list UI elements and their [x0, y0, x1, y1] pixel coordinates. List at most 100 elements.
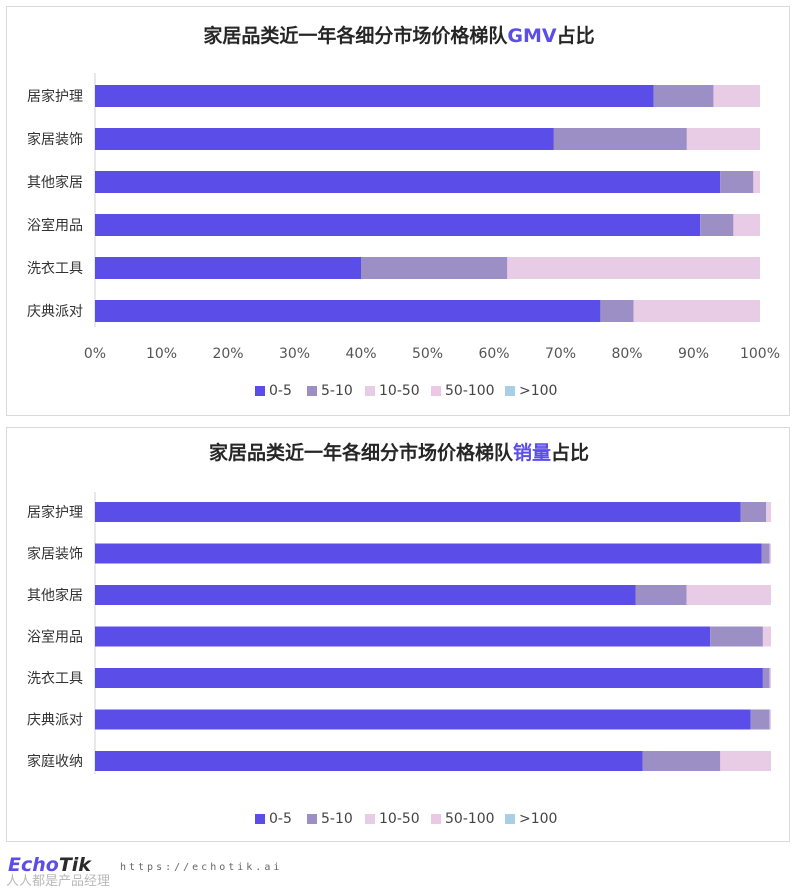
bar-segment-10-50 — [766, 502, 771, 522]
x-tick-label: 30% — [279, 346, 310, 362]
chart-title-highlight: GMV — [507, 25, 557, 47]
bar-segment-5-10 — [361, 257, 508, 279]
bar-segment-10-50 — [507, 257, 760, 279]
bar-segment-5-10 — [720, 171, 754, 193]
x-tick-label: 100% — [740, 346, 780, 362]
chart-title-suffix: 占比 — [557, 24, 595, 47]
legend-label: 5-10 — [321, 811, 353, 827]
legend-label: 10-50 — [379, 383, 420, 399]
category-label: 家居装饰 — [27, 546, 83, 563]
bar-segment-10-50 — [686, 585, 771, 605]
legend-swatch — [307, 814, 317, 824]
bar-segment-0-5 — [95, 502, 741, 522]
legend-label: 50-100 — [445, 383, 495, 399]
sales-volume-chart: 家居品类近一年各细分市场价格梯队销量占比居家护理家居装饰其他家居浴室用品洗衣工具… — [27, 441, 771, 827]
category-label: 居家护理 — [27, 504, 83, 521]
category-label: 浴室用品 — [27, 217, 83, 234]
category-label: 其他家居 — [27, 587, 83, 604]
bar-segment-10-50 — [713, 85, 760, 107]
legend-label: 0-5 — [269, 811, 292, 827]
category-label: 庆典派对 — [27, 713, 83, 729]
bar-segment-5-10 — [700, 214, 734, 236]
bar-segment-10-50 — [686, 128, 760, 150]
chart-title: 家居品类近一年各细分市场价格梯队GMV占比 — [203, 24, 594, 47]
bar-segment-0-5 — [95, 85, 654, 107]
bar-segment-10-50 — [720, 751, 771, 771]
bar-segment-5-10 — [653, 85, 714, 107]
chart-title: 家居品类近一年各细分市场价格梯队销量占比 — [209, 441, 589, 464]
x-tick-label: 60% — [478, 346, 509, 362]
category-label: 居家护理 — [27, 88, 83, 105]
bar-segment-0-5 — [95, 543, 762, 564]
legend-label: >100 — [519, 811, 557, 827]
category-label: 洗衣工具 — [27, 261, 83, 277]
x-tick-label: 50% — [412, 346, 443, 362]
bar-segment-5-10 — [635, 585, 687, 605]
bar-segment-5-10 — [761, 543, 770, 564]
bar-segment-0-5 — [95, 128, 554, 150]
bar-segment-0-5 — [95, 300, 601, 322]
bar-segment-0-5 — [95, 626, 711, 647]
echotik-logo: EchoTik — [8, 854, 91, 876]
bar-segment-0-5 — [95, 668, 763, 688]
logo-brand: Echo — [8, 854, 59, 876]
bar-segment-10-50 — [769, 543, 771, 564]
legend-swatch — [365, 386, 375, 396]
footer-url: https://echotik.ai — [120, 862, 283, 873]
x-tick-label: 90% — [678, 346, 709, 362]
legend-swatch — [431, 386, 441, 396]
chart-title-suffix: 占比 — [551, 441, 589, 464]
legend-swatch — [365, 814, 375, 824]
legend-label: 0-5 — [269, 383, 292, 399]
category-label: 其他家居 — [27, 174, 83, 191]
bar-segment-0-5 — [95, 709, 751, 730]
sales-chart-panel: 家居品类近一年各细分市场价格梯队销量占比居家护理家居装饰其他家居浴室用品洗衣工具… — [6, 427, 790, 842]
category-label: 家庭收纳 — [27, 753, 83, 770]
legend-swatch — [307, 386, 317, 396]
bar-segment-10-50 — [733, 214, 760, 236]
legend-label: 5-10 — [321, 383, 353, 399]
bar-segment-0-5 — [95, 214, 701, 236]
category-label: 家居装饰 — [27, 131, 83, 148]
legend-swatch — [505, 814, 515, 824]
x-tick-label: 80% — [611, 346, 642, 362]
x-tick-label: 20% — [212, 346, 243, 362]
legend-label: 50-100 — [445, 811, 495, 827]
legend-swatch — [255, 386, 265, 396]
bar-segment-10-50 — [769, 709, 771, 730]
bar-segment-10-50 — [753, 171, 760, 193]
bar-segment-0-5 — [95, 751, 643, 771]
legend-label: >100 — [519, 383, 557, 399]
chart-title-highlight: 销量 — [513, 441, 551, 464]
x-tick-label: 0% — [84, 346, 106, 362]
x-tick-label: 40% — [345, 346, 376, 362]
bar-segment-5-10 — [553, 128, 687, 150]
bar-segment-10-50 — [769, 668, 771, 688]
bar-segment-10-50 — [633, 300, 760, 322]
legend-swatch — [505, 386, 515, 396]
chart-title-prefix: 家居品类近一年各细分市场价格梯队 — [209, 441, 514, 464]
bar-segment-5-10 — [750, 709, 770, 730]
category-label: 庆典派对 — [27, 304, 83, 320]
gmv-chart-panel: 家居品类近一年各细分市场价格梯队GMV占比居家护理家居装饰其他家居浴室用品洗衣工… — [6, 6, 790, 416]
gmv-chart: 家居品类近一年各细分市场价格梯队GMV占比居家护理家居装饰其他家居浴室用品洗衣工… — [27, 24, 780, 399]
bar-segment-5-10 — [600, 300, 634, 322]
legend-label: 10-50 — [379, 811, 420, 827]
bar-segment-0-5 — [95, 585, 636, 605]
x-tick-label: 70% — [545, 346, 576, 362]
bar-segment-5-10 — [740, 502, 767, 522]
bar-segment-5-10 — [642, 751, 721, 771]
bar-segment-0-5 — [95, 171, 721, 193]
x-tick-label: 10% — [146, 346, 177, 362]
legend-swatch — [431, 814, 441, 824]
chart-title-prefix: 家居品类近一年各细分市场价格梯队 — [203, 24, 508, 47]
category-label: 洗衣工具 — [27, 671, 83, 687]
bar-segment-5-10 — [762, 668, 770, 688]
legend-swatch — [255, 814, 265, 824]
logo-rest: Tik — [58, 854, 91, 876]
bar-segment-0-5 — [95, 257, 361, 279]
watermark: 人人都是产品经理 — [6, 874, 111, 889]
bar-segment-5-10 — [710, 626, 763, 647]
category-label: 浴室用品 — [27, 629, 83, 646]
bar-segment-10-50 — [762, 626, 771, 647]
